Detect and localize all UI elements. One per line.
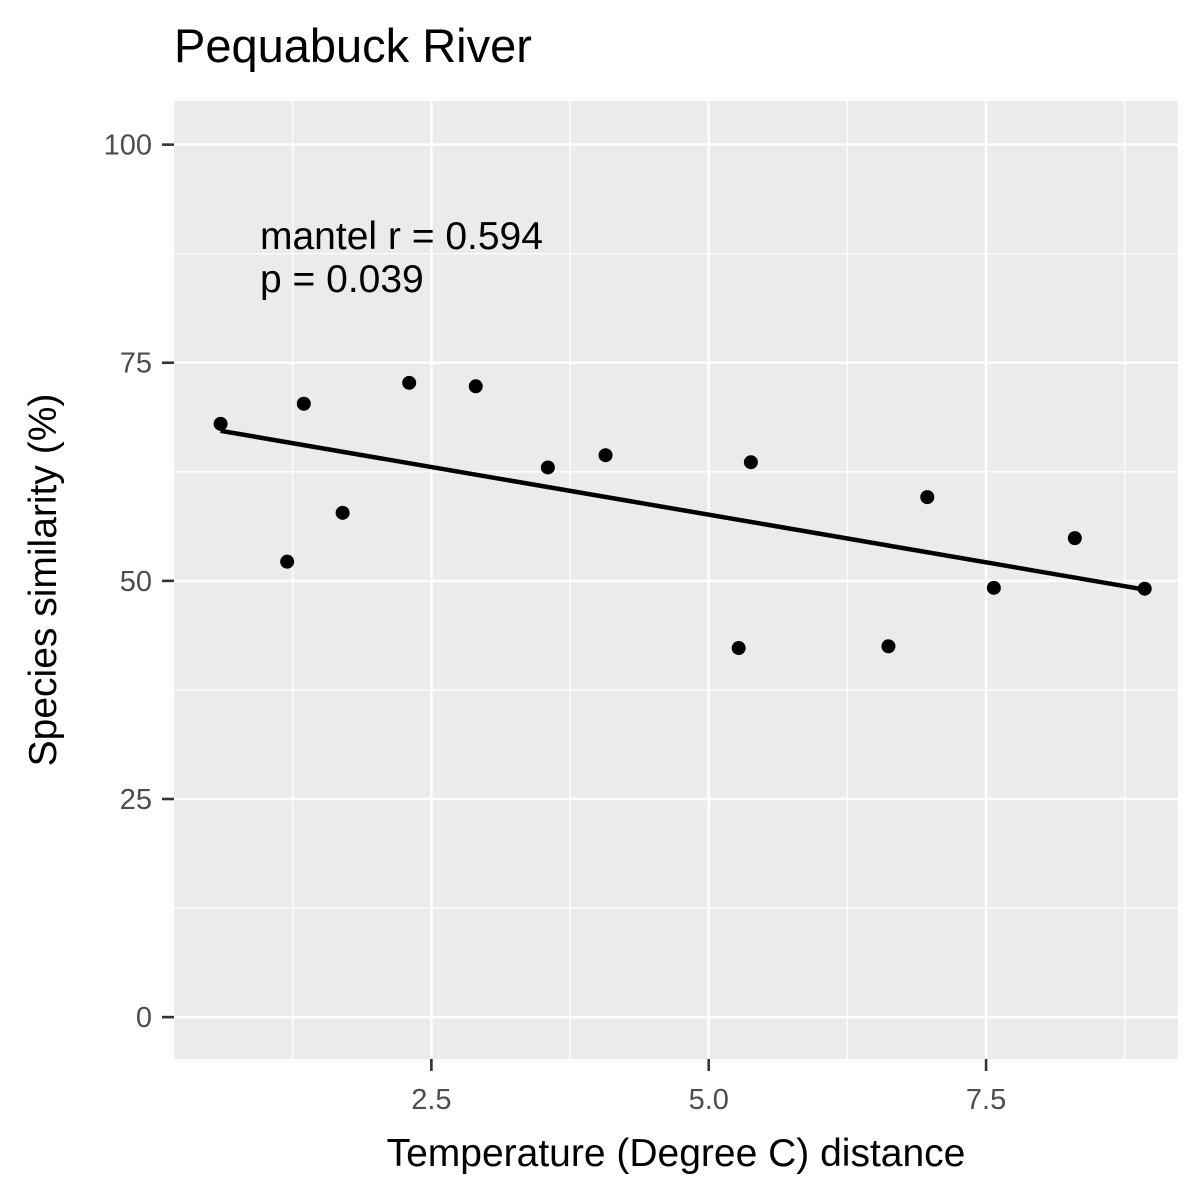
- data-point: [468, 379, 483, 394]
- data-point: [598, 448, 613, 463]
- data-point: [1067, 531, 1082, 546]
- data-point: [335, 505, 350, 520]
- annotation-p-value: p = 0.039: [260, 258, 424, 301]
- data-point: [402, 375, 417, 390]
- data-point: [881, 639, 896, 654]
- annotation-mantel-r: mantel r = 0.594: [260, 215, 543, 258]
- x-tick-label: 5.0: [689, 1084, 729, 1116]
- data-points: [213, 375, 1152, 656]
- y-axis-title: Species similarity (%): [22, 394, 65, 767]
- regression-line: [220, 428, 1146, 592]
- y-tick-label: 50: [120, 566, 152, 598]
- grid-lines: [174, 101, 1178, 1059]
- x-tick-label: 7.5: [966, 1084, 1006, 1116]
- data-point: [296, 396, 311, 411]
- data-point: [280, 554, 295, 569]
- y-tick-label: 100: [104, 130, 152, 162]
- regression-line-group: [220, 428, 1146, 592]
- chart-title: Pequabuck River: [174, 19, 532, 72]
- y-tick-label: 25: [120, 784, 152, 816]
- y-tick-label: 75: [120, 348, 152, 380]
- axes: 2.5 5.0 7.5 0 25 50 75 100: [104, 130, 1007, 1116]
- data-point: [540, 460, 555, 475]
- data-point: [213, 416, 228, 431]
- data-point: [743, 455, 758, 470]
- y-tick-label: 0: [136, 1002, 152, 1034]
- x-axis-title: Temperature (Degree C) distance: [387, 1132, 966, 1175]
- data-point: [986, 580, 1001, 595]
- data-point: [1137, 581, 1152, 596]
- x-tick-label: 2.5: [411, 1084, 451, 1116]
- data-point: [920, 490, 935, 505]
- data-point: [731, 641, 746, 656]
